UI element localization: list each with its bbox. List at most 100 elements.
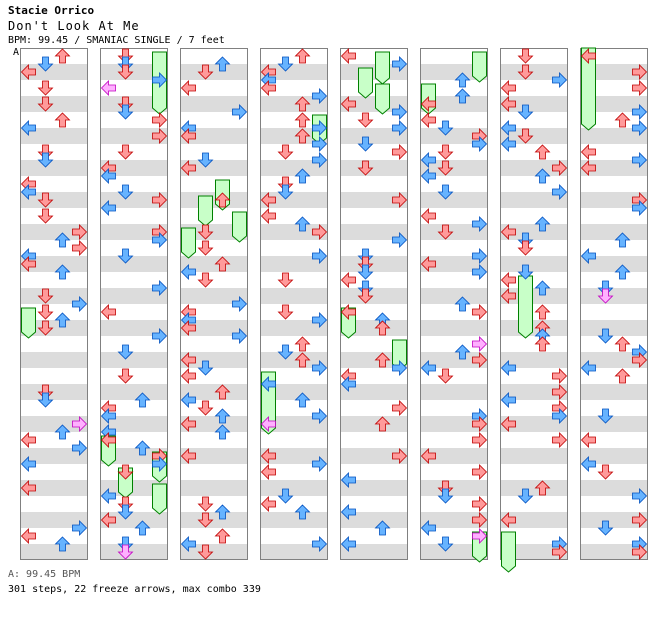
measure-stripe (500, 320, 568, 336)
left-arrow (420, 520, 436, 536)
down-arrow (357, 280, 374, 296)
down-arrow (37, 392, 54, 408)
up-arrow (214, 424, 231, 440)
measure-stripe (500, 528, 568, 544)
measure-stripe (340, 112, 408, 128)
right-arrow (392, 192, 408, 208)
right-arrow (312, 456, 328, 472)
chart-column (580, 48, 648, 560)
left-arrow (100, 200, 116, 216)
measure-stripe (500, 288, 568, 304)
measure-stripe (580, 336, 648, 352)
measure-stripe (260, 48, 328, 64)
song-title: Don't Look At Me (8, 19, 140, 33)
measure-stripe (100, 144, 168, 160)
up-arrow (294, 504, 311, 520)
measure-stripe (260, 192, 328, 208)
measure-stripe (580, 64, 648, 80)
measure-stripe (260, 272, 328, 288)
measure-stripe (340, 352, 408, 368)
measure-stripe (260, 208, 328, 224)
right-arrow (552, 408, 568, 424)
left-arrow (100, 80, 116, 96)
left-arrow (20, 456, 36, 472)
measure-stripe (500, 384, 568, 400)
up-arrow (454, 72, 471, 88)
measure-stripe (580, 544, 648, 560)
measure-stripe (180, 432, 248, 448)
measure-stripe (180, 192, 248, 208)
down-arrow (437, 480, 454, 496)
left-arrow (20, 64, 36, 80)
measure-stripe (500, 304, 568, 320)
bpm-section-marker: A (13, 47, 20, 58)
measure-stripe (260, 512, 328, 528)
measure-stripe (260, 240, 328, 256)
down-arrow (517, 64, 534, 80)
up-arrow (54, 112, 71, 128)
up-arrow (214, 192, 231, 208)
measure-stripe (180, 272, 248, 288)
measure-stripe (580, 352, 648, 368)
right-arrow (312, 312, 328, 328)
measure-stripe (260, 448, 328, 464)
measure-stripe (420, 176, 488, 192)
up-arrow (214, 408, 231, 424)
measure-stripe (340, 448, 408, 464)
measure-stripe (340, 144, 408, 160)
measure-stripe (260, 480, 328, 496)
left-arrow (20, 480, 36, 496)
measure-stripe (340, 48, 408, 64)
measure-stripe (260, 80, 328, 96)
chart-column (20, 48, 88, 560)
measure-stripe (340, 512, 408, 528)
measure-stripe (20, 272, 88, 288)
left-arrow (340, 272, 356, 288)
left-arrow (580, 144, 596, 160)
left-arrow (20, 120, 36, 136)
measure-stripe (580, 256, 648, 272)
measure-stripe (20, 64, 88, 80)
measure-stripe (420, 416, 488, 432)
down-arrow (437, 536, 454, 552)
measure-stripe (260, 336, 328, 352)
right-arrow (472, 304, 488, 320)
footer-stats: 301 steps, 22 freeze arrows, max combo 3… (8, 584, 261, 595)
freeze-arrow (472, 51, 487, 83)
left-arrow (20, 528, 36, 544)
measure-stripe (500, 96, 568, 112)
measure-stripe (20, 160, 88, 176)
measure-stripe (580, 288, 648, 304)
measure-stripe (260, 528, 328, 544)
left-arrow (420, 112, 436, 128)
measure-stripe (180, 512, 248, 528)
measure-stripe (580, 192, 648, 208)
up-arrow (214, 504, 231, 520)
measure-stripe (500, 144, 568, 160)
measure-stripe (580, 272, 648, 288)
down-arrow (277, 304, 294, 320)
right-arrow (552, 72, 568, 88)
right-arrow (312, 248, 328, 264)
measure-stripe (340, 480, 408, 496)
measure-stripe (100, 96, 168, 112)
measure-stripe (180, 368, 248, 384)
right-arrow (72, 296, 88, 312)
measure-stripe (260, 160, 328, 176)
down-arrow (597, 280, 614, 296)
left-arrow (340, 536, 356, 552)
measure-stripe (100, 112, 168, 128)
measure-stripe (100, 528, 168, 544)
measure-stripe (580, 368, 648, 384)
measure-stripe (180, 48, 248, 64)
measure-stripe (500, 496, 568, 512)
measure-stripe (500, 480, 568, 496)
right-arrow (392, 104, 408, 120)
up-arrow (134, 392, 151, 408)
measure-stripe (260, 400, 328, 416)
up-arrow (54, 536, 71, 552)
left-arrow (100, 168, 116, 184)
measure-stripe (340, 80, 408, 96)
left-arrow (260, 80, 276, 96)
measure-stripe (100, 192, 168, 208)
